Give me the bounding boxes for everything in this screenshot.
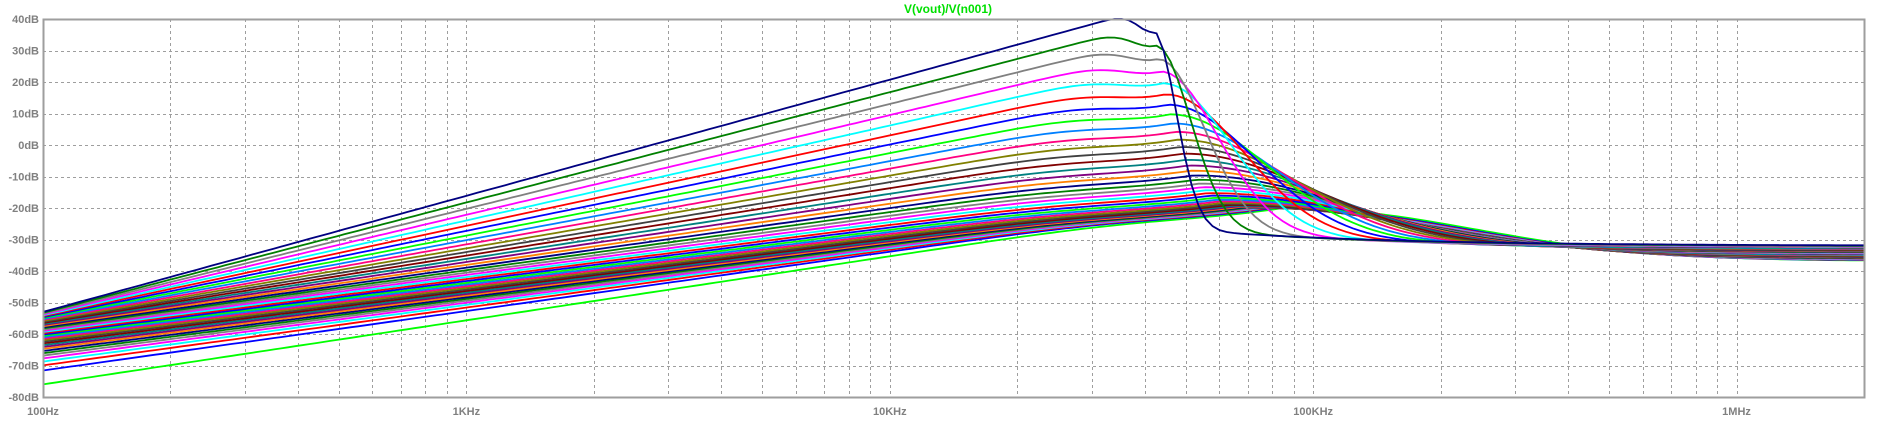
series-line [42,93,1864,318]
plot-frame [42,18,1866,399]
y-tick-label: 0dB [18,140,39,152]
series-line [42,18,1864,313]
label-layer: 40dB 30dB 20dB 10dB 0dB -10dB -20dB -30dB -40dB -… [8,14,1751,418]
y-tick-label: -70dB [8,361,39,373]
y-tick-label: -40dB [8,266,39,278]
x-tick-label: 1MHz [1722,406,1751,418]
y-tick-label: -60dB [8,329,39,341]
y-tick-label: -10dB [8,172,39,184]
x-tick-label: 1KHz [453,406,481,418]
y-tick-label: 40dB [12,14,39,26]
series-layer [42,18,1865,386]
y-tick-label: -50dB [8,298,39,310]
y-tick-label: 20dB [12,77,39,89]
plot-title: V(vout)/V(n001) [904,2,992,16]
y-tick-label: 10dB [12,109,39,121]
x-tick-label: 10KHz [873,406,907,418]
frame-layer [42,18,1866,399]
y-tick-label: -20dB [8,203,39,215]
y-tick-label: -30dB [8,235,39,247]
y-tick-label: 30dB [12,46,39,58]
y-tick-label: -80dB [8,392,39,404]
x-tick-label: 100KHz [1293,406,1333,418]
series-line [42,69,1864,316]
x-tick-label: 100Hz [27,406,59,418]
